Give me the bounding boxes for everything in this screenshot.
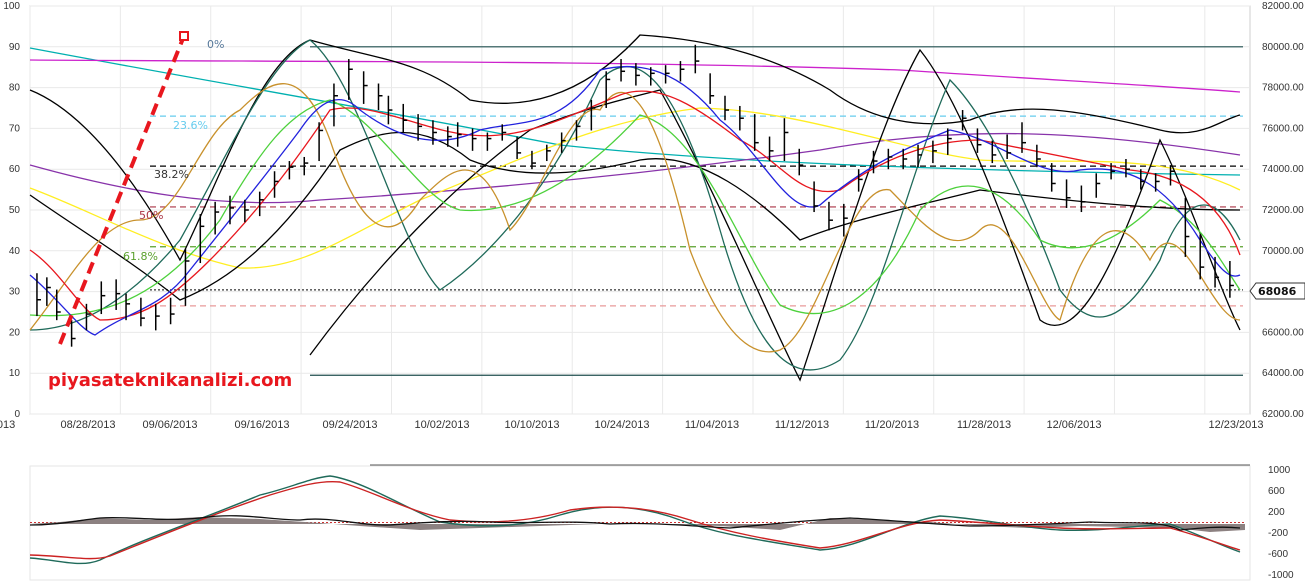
right-axis-tick: 72000.00 bbox=[1262, 205, 1304, 216]
price-bars bbox=[36, 44, 1234, 347]
indicator-line bbox=[29, 47, 1241, 176]
right-axis-tick: 64000.00 bbox=[1262, 368, 1304, 379]
right-axis: 82000.00 80000.00 78000.00 76000.00 74000.00… bbox=[1262, 1, 1304, 420]
fib-label-38-2: 38.2% bbox=[154, 168, 189, 181]
x-axis-label: 013 bbox=[0, 419, 15, 431]
left-axis-tick: 0 bbox=[14, 409, 20, 420]
right-axis-tick: 82000.00 bbox=[1262, 1, 1304, 12]
left-axis-tick: 80 bbox=[9, 83, 21, 94]
indicator-line bbox=[29, 90, 1241, 321]
indicator-line bbox=[29, 132, 1241, 204]
oscillator-axis-tick: -200 bbox=[1268, 528, 1288, 539]
right-axis-tick: 70000.00 bbox=[1262, 246, 1304, 257]
fib-label-50: 50% bbox=[139, 209, 163, 222]
fib-label-0: 0% bbox=[207, 38, 224, 51]
right-axis-tick: 76000.00 bbox=[1262, 123, 1304, 134]
watermark: piyasateknikanalizi.com bbox=[48, 370, 292, 391]
oscillator-axis-tick: -1000 bbox=[1268, 570, 1294, 581]
fib-label-61-8: 61.8% bbox=[123, 250, 158, 263]
oscillator-slow bbox=[29, 480, 1241, 560]
left-axis-tick: 70 bbox=[9, 123, 21, 134]
x-axis-label: 11/04/2013 bbox=[685, 419, 739, 431]
x-axis-label: 10/24/2013 bbox=[594, 419, 649, 431]
indicator-line bbox=[29, 59, 1241, 93]
left-axis-tick: 10 bbox=[9, 368, 21, 379]
oscillator-axis-tick: -600 bbox=[1268, 549, 1288, 560]
fib-anchor[interactable] bbox=[179, 31, 189, 41]
left-axis-tick: 100 bbox=[3, 1, 20, 12]
oscillator-axis-tick: 1000 bbox=[1268, 465, 1291, 476]
indicator-line bbox=[29, 99, 1241, 317]
x-axis-label: 10/10/2013 bbox=[504, 419, 559, 431]
x-axis-label: 11/28/2013 bbox=[957, 419, 1011, 431]
right-axis-tick: 74000.00 bbox=[1262, 164, 1304, 175]
x-axis-label: 12/06/2013 bbox=[1046, 419, 1101, 431]
last-price-tag: 68086 bbox=[1249, 282, 1305, 300]
x-axis-label: 09/16/2013 bbox=[234, 419, 289, 431]
indicator-line bbox=[29, 39, 1241, 371]
x-axis-label: 09/24/2013 bbox=[322, 419, 377, 431]
oscillator-axis-tick: 600 bbox=[1268, 486, 1285, 497]
left-axis-tick: 40 bbox=[9, 246, 21, 257]
oscillator-signal bbox=[29, 515, 1241, 531]
indicator-line bbox=[29, 65, 1241, 336]
x-axis-label: 11/12/2013 bbox=[775, 419, 829, 431]
left-axis-tick: 30 bbox=[9, 287, 21, 298]
left-axis-tick: 50 bbox=[9, 205, 21, 216]
indicator-line bbox=[29, 131, 1241, 301]
indicator-line bbox=[29, 107, 1241, 269]
oscillator-axis: 1000 600 200 -200 -600 -1000 bbox=[1268, 465, 1294, 581]
left-axis-tick: 20 bbox=[9, 327, 21, 338]
indicator-line bbox=[29, 83, 1241, 353]
upper-grid bbox=[29, 5, 1250, 415]
x-axis: 013 08/28/2013 09/06/2013 09/16/2013 09/24/2… bbox=[0, 419, 1264, 431]
oscillator-axis-tick: 200 bbox=[1268, 507, 1285, 518]
right-axis-tick: 80000.00 bbox=[1262, 42, 1304, 53]
x-axis-label: 10/02/2013 bbox=[414, 419, 469, 431]
right-axis-tick: 78000.00 bbox=[1262, 83, 1304, 94]
oscillator-panel bbox=[29, 475, 1245, 565]
x-axis-label: 12/23/2013 bbox=[1208, 419, 1263, 431]
x-axis-label: 09/06/2013 bbox=[142, 419, 197, 431]
last-price-label: 68086 bbox=[1258, 285, 1297, 298]
x-axis-label: 08/28/2013 bbox=[60, 419, 115, 431]
right-axis-tick: 62000.00 bbox=[1262, 409, 1304, 420]
left-axis-tick: 90 bbox=[9, 42, 21, 53]
x-axis-label: 11/20/2013 bbox=[865, 419, 919, 431]
fib-trendline bbox=[58, 35, 186, 345]
right-axis-tick: 66000.00 bbox=[1262, 327, 1304, 338]
left-axis-tick: 60 bbox=[9, 164, 21, 175]
fib-label-23-6: 23.6% bbox=[173, 119, 208, 132]
